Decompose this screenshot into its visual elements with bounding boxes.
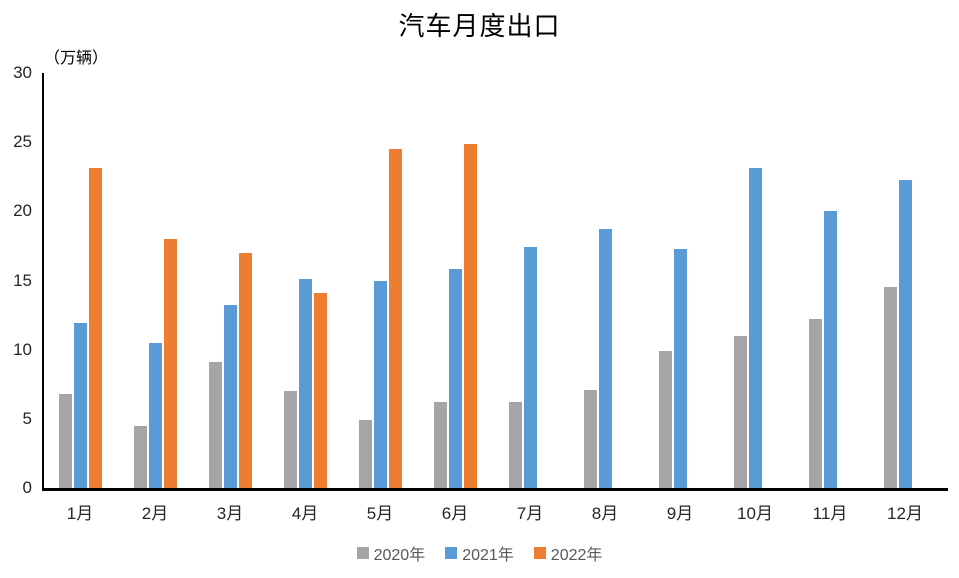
- bar-group-5月: [358, 149, 402, 488]
- bar-2021年-5月: [373, 280, 387, 488]
- bar-group-7月: [508, 247, 552, 488]
- bar-2020年-6月: [433, 402, 447, 488]
- bar-group-11月: [808, 211, 852, 488]
- bar-2021年-10月: [748, 168, 762, 488]
- bar-2020年-4月: [283, 391, 297, 488]
- plot-area: [44, 73, 948, 488]
- bar-group-9月: [658, 248, 702, 488]
- bar-group-6月: [433, 143, 477, 488]
- bar-2020年-9月: [658, 351, 672, 488]
- legend-item-2021年: 2021年: [445, 541, 514, 565]
- legend: 2020年 2021年 2022年: [0, 541, 959, 565]
- bar-group-1月: [58, 168, 102, 488]
- x-tick-label-3月: 3月: [216, 504, 244, 523]
- x-tick-label-10月: 10月: [737, 504, 773, 523]
- bar-2021年-2月: [148, 342, 162, 488]
- bar-group-12月: [883, 179, 927, 488]
- bar-2020年-1月: [58, 393, 72, 488]
- bar-2021年-12月: [898, 179, 912, 488]
- x-tick-label-5月: 5月: [366, 504, 394, 523]
- x-tick-label-12月: 12月: [887, 504, 923, 523]
- x-tick-label-8月: 8月: [591, 504, 619, 523]
- bar-2022年-4月: [313, 292, 327, 488]
- y-tick-label: 5: [22, 408, 32, 428]
- bar-2021年-1月: [73, 323, 87, 488]
- bar-2020年-2月: [133, 425, 147, 488]
- chart-title: 汽车月度出口: [398, 12, 561, 41]
- bar-2021年-3月: [223, 305, 237, 488]
- legend-swatch-icon: [356, 547, 369, 559]
- bar-2021年-6月: [448, 269, 462, 488]
- bar-2020年-5月: [358, 420, 372, 488]
- bar-2020年-7月: [508, 402, 522, 488]
- x-tick-label-4月: 4月: [291, 504, 319, 523]
- y-tick-label: 25: [13, 132, 32, 152]
- legend-label: 2021年: [462, 547, 514, 564]
- bar-group-8月: [583, 229, 627, 488]
- legend-swatch-icon: [533, 547, 546, 559]
- x-tick-label-6月: 6月: [441, 504, 469, 523]
- bar-2022年-5月: [388, 149, 402, 488]
- y-tick-label: 10: [13, 339, 32, 359]
- bar-group-3月: [208, 252, 252, 488]
- x-tick-label-2月: 2月: [141, 504, 169, 523]
- bar-2020年-11月: [808, 319, 822, 488]
- y-tick-label: 20: [13, 201, 32, 221]
- bar-group-4月: [283, 279, 327, 488]
- bar-2021年-11月: [823, 211, 837, 488]
- legend-item-2020年: 2020年: [356, 541, 426, 565]
- x-tick-label-9月: 9月: [666, 504, 694, 523]
- legend-swatch-icon: [445, 547, 458, 559]
- x-tick-label-7月: 7月: [516, 504, 544, 523]
- bar-2022年-1月: [88, 168, 102, 488]
- bar-2020年-3月: [208, 362, 222, 488]
- legend-label: 2020年: [373, 547, 426, 564]
- legend-item-2022年: 2022年: [533, 541, 603, 565]
- legend-label: 2022年: [550, 547, 603, 564]
- bar-2021年-8月: [598, 229, 612, 488]
- bar-2020年-12月: [883, 287, 897, 488]
- y-axis-line: [42, 73, 44, 491]
- bar-2020年-10月: [733, 335, 747, 488]
- x-tick-label-11月: 11月: [812, 504, 848, 523]
- x-axis-line: [42, 488, 948, 491]
- bar-2022年-2月: [163, 239, 177, 488]
- bar-2021年-9月: [673, 248, 687, 488]
- y-tick-label: 15: [13, 270, 32, 290]
- bar-2021年-4月: [298, 279, 312, 488]
- bar-2020年-8月: [583, 389, 597, 488]
- x-tick-label-1月: 1月: [66, 504, 94, 523]
- bar-group-10月: [733, 168, 777, 488]
- bar-2022年-6月: [463, 143, 477, 488]
- bar-group-2月: [133, 239, 177, 488]
- y-axis-unit-label: （万辆）: [44, 50, 109, 67]
- bar-2022年-3月: [238, 252, 252, 488]
- bar-2021年-7月: [523, 247, 537, 488]
- y-tick-label: 0: [22, 478, 32, 497]
- y-tick-label: 30: [13, 63, 32, 82]
